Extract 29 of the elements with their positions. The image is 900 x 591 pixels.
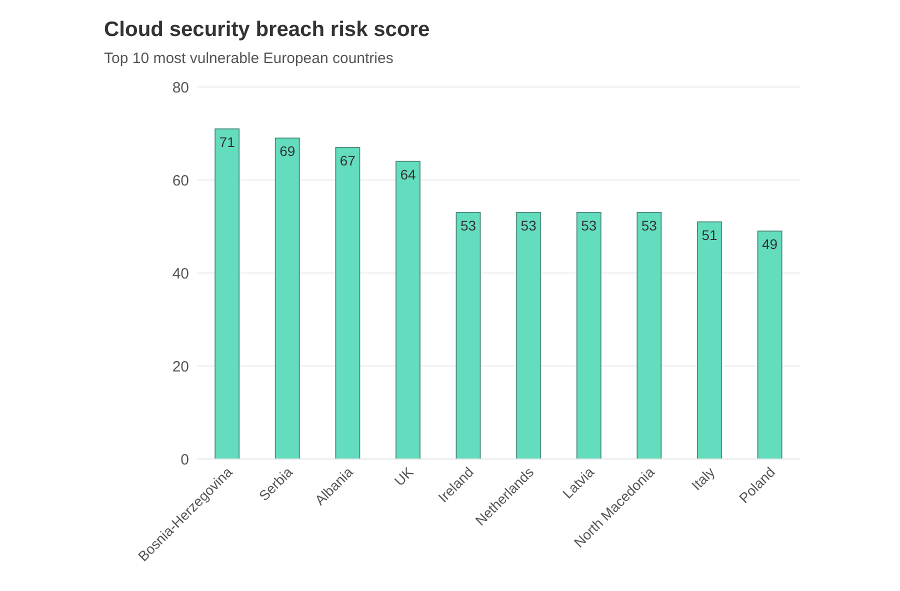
data-label: 53 <box>641 217 658 234</box>
data-label: 67 <box>340 152 356 168</box>
data-label: 53 <box>460 217 476 234</box>
y-tick-label: 0 <box>180 451 189 468</box>
bar <box>696 221 722 459</box>
data-label: 69 <box>280 143 296 160</box>
chart-subtitle: Top 10 most vulnerable European countries <box>104 50 394 67</box>
bar <box>214 128 240 459</box>
x-tick-label: Italy <box>688 464 718 494</box>
bar <box>335 146 360 459</box>
bar <box>757 230 782 459</box>
bar <box>274 138 300 459</box>
y-tick-label: 40 <box>172 265 189 282</box>
bar <box>456 212 481 459</box>
data-label: 71 <box>219 134 236 150</box>
y-tick-label: 60 <box>172 172 189 190</box>
bar <box>576 212 602 459</box>
bar <box>636 212 662 459</box>
bar <box>516 212 542 459</box>
y-tick-label: 20 <box>172 358 189 376</box>
y-tick-label: 80 <box>172 79 189 96</box>
data-label: 49 <box>762 236 778 252</box>
data-label: 53 <box>581 217 597 234</box>
bar <box>395 160 420 459</box>
x-tick-label: UK <box>391 463 417 489</box>
data-label: 64 <box>400 166 416 182</box>
data-label: 53 <box>520 217 537 234</box>
data-label: 51 <box>702 226 718 243</box>
chart-title: Cloud security breach risk score <box>104 18 430 42</box>
